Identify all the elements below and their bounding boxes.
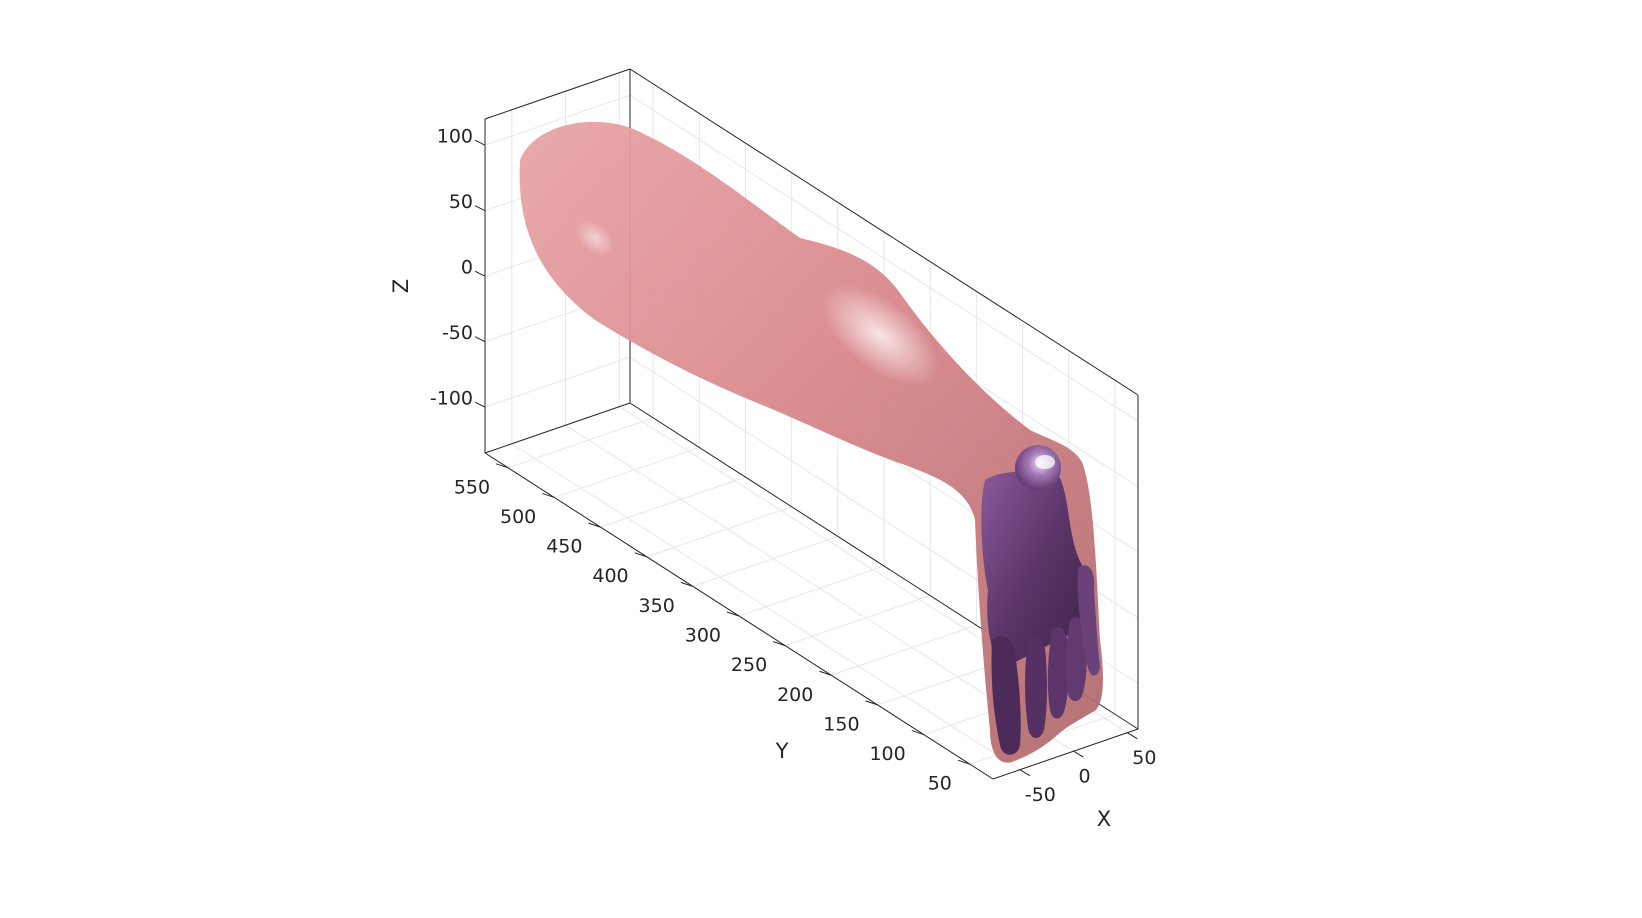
skin-surface bbox=[519, 121, 1103, 763]
y-tick-label: 500 bbox=[500, 506, 536, 528]
x-tick bbox=[1019, 769, 1031, 777]
knee-highlight bbox=[575, 220, 615, 256]
ankle-highlight bbox=[1035, 455, 1055, 469]
y-tick-label: 250 bbox=[731, 654, 767, 676]
leg-skin bbox=[519, 121, 1103, 763]
tarsal-bones bbox=[981, 471, 1086, 670]
y-tick bbox=[680, 581, 693, 587]
z-tick-label: 100 bbox=[437, 126, 473, 148]
y-tick-label: 100 bbox=[869, 743, 905, 765]
z-tick-label: 0 bbox=[461, 257, 473, 279]
talus-bone bbox=[1015, 445, 1061, 491]
z-tick bbox=[474, 205, 486, 212]
toe-bone-5 bbox=[1077, 565, 1100, 676]
z-tick-label: -50 bbox=[442, 322, 473, 344]
y-tick-label: 350 bbox=[639, 595, 675, 617]
grid-line-side-z bbox=[484, 94, 631, 146]
box-edge bbox=[484, 68, 631, 120]
bone-surface bbox=[981, 445, 1100, 755]
y-tick bbox=[542, 492, 555, 498]
axis-ticks: -5005050100150200250300350400450500550-1… bbox=[430, 126, 1157, 807]
calf-highlight bbox=[821, 284, 939, 386]
x-tick-label: 0 bbox=[1079, 766, 1091, 788]
grid-line-wall-z bbox=[629, 94, 1139, 422]
toe-bone-2 bbox=[1025, 636, 1048, 739]
grid-line-floor-y bbox=[646, 506, 792, 558]
toe-bone-3 bbox=[1047, 627, 1069, 719]
z-tick bbox=[474, 139, 486, 146]
grid-line-floor-y bbox=[600, 476, 746, 528]
y-tick bbox=[634, 552, 647, 558]
z-tick bbox=[474, 401, 486, 408]
grid-line-side-z bbox=[484, 356, 631, 408]
toe-bone-1 bbox=[991, 636, 1021, 755]
z-tick bbox=[474, 336, 486, 343]
x-axis-line bbox=[992, 728, 1139, 780]
y-tick-label: 400 bbox=[592, 565, 628, 587]
y-tick bbox=[865, 700, 878, 706]
grid-line-floor-y bbox=[831, 624, 977, 676]
y-tick-label: 550 bbox=[454, 476, 490, 498]
x-axis-label: X bbox=[1097, 807, 1111, 831]
axes-box bbox=[484, 68, 1139, 730]
y-axis-label: Y bbox=[775, 739, 789, 763]
y-tick bbox=[726, 611, 740, 617]
grid-line-floor-y bbox=[692, 535, 838, 587]
y-tick-label: 450 bbox=[546, 536, 582, 558]
axis-labels: X Y Z bbox=[389, 279, 1111, 831]
y-tick bbox=[773, 641, 786, 647]
grid-line-floor-y bbox=[554, 446, 700, 498]
box-edge bbox=[629, 68, 1139, 396]
box-edge bbox=[484, 402, 631, 454]
y-tick bbox=[819, 670, 832, 676]
y-tick bbox=[588, 522, 601, 528]
grid-line-floor-y bbox=[738, 565, 885, 617]
x-tick bbox=[1127, 732, 1138, 740]
z-tick-label: 50 bbox=[449, 191, 473, 213]
y-tick bbox=[957, 759, 971, 765]
z-tick bbox=[474, 270, 486, 277]
y-tick-label: 300 bbox=[685, 625, 721, 647]
grid-line-floor-y bbox=[507, 417, 654, 469]
toe-bone-4 bbox=[1065, 617, 1087, 702]
y-tick-label: 200 bbox=[777, 684, 813, 706]
x-tick-label: 50 bbox=[1132, 747, 1156, 769]
x-tick-label: -50 bbox=[1025, 784, 1056, 806]
y-tick-label: 50 bbox=[928, 773, 952, 795]
x-tick bbox=[1073, 750, 1084, 758]
y-tick-label: 150 bbox=[823, 713, 859, 735]
z-axis-label: Z bbox=[389, 279, 413, 293]
z-tick-label: -100 bbox=[430, 388, 473, 410]
y-tick bbox=[495, 463, 509, 469]
y-tick bbox=[911, 730, 924, 736]
grid-line-floor-y bbox=[785, 595, 931, 647]
grid-line-floor-x bbox=[511, 443, 1021, 771]
